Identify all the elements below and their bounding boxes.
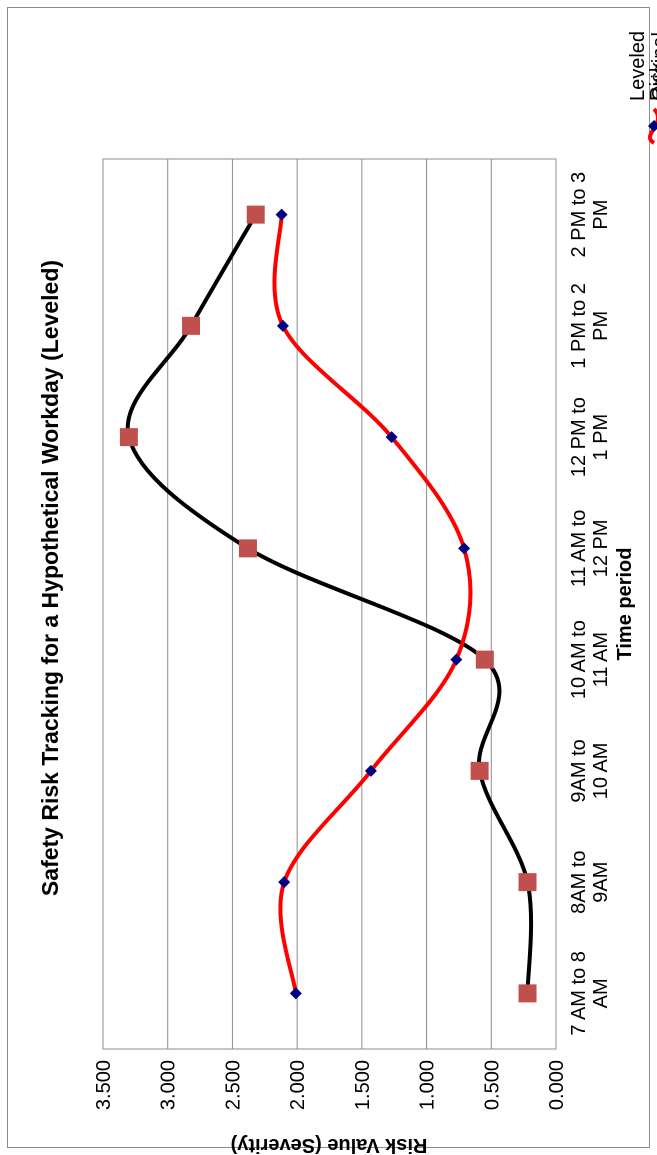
x-tick-label: 2 PM to 3PM xyxy=(568,172,612,258)
x-tick-label: 7 AM to 8AM xyxy=(568,951,612,1036)
data-point-diamond xyxy=(275,208,288,221)
gridlines xyxy=(167,159,492,1049)
legend-label: OriginalRisk xyxy=(649,32,657,101)
y-tick-label: 0.500 xyxy=(481,1060,503,1110)
legend-entry: OriginalRisk xyxy=(649,32,657,101)
legend-marker-diamond xyxy=(648,120,657,132)
data-point-square xyxy=(246,205,265,224)
series-1 xyxy=(119,205,537,1003)
data-point-diamond xyxy=(278,876,291,889)
x-tick-label: 11 AM to12 PM xyxy=(568,510,612,587)
data-point-square xyxy=(182,316,201,335)
data-point-diamond xyxy=(450,653,463,666)
series-layer xyxy=(119,205,537,1003)
y-tick-label: 0.000 xyxy=(546,1060,568,1110)
data-point-square xyxy=(238,539,257,558)
x-tick-label: 1 PM to 2PM xyxy=(568,283,612,369)
data-point-square xyxy=(518,984,537,1003)
data-point-diamond xyxy=(385,431,398,444)
series-0 xyxy=(272,208,473,1000)
series-line xyxy=(125,212,534,996)
chart-title: Safety Risk Tracking for a Hypothetical … xyxy=(37,260,63,896)
x-tick-label: 9AM to10 AM xyxy=(568,739,612,802)
series-line xyxy=(272,212,473,996)
y-tick-label: 3.000 xyxy=(158,1060,180,1110)
y-tick-label: 1.000 xyxy=(417,1060,439,1110)
y-axis-title: Risk Value (Severity) xyxy=(231,1134,428,1155)
x-axis-title: Time period xyxy=(614,548,636,661)
y-tick-label: 2.000 xyxy=(287,1060,309,1110)
x-tick-label: 12 PM to1 PM xyxy=(568,397,612,477)
data-point-diamond xyxy=(276,319,289,332)
data-point-diamond xyxy=(458,542,471,555)
y-tick-labels: 0.000 0.500 1.000 1.500 2.000 2.500 3.000 3.500 xyxy=(93,1060,568,1110)
data-point-diamond xyxy=(289,987,302,1000)
y-tick-label: 3.500 xyxy=(93,1060,115,1110)
data-point-square xyxy=(475,650,494,669)
data-point-square xyxy=(470,761,489,780)
data-point-square xyxy=(518,873,537,892)
data-point-diamond xyxy=(364,764,377,777)
y-tick-label: 2.500 xyxy=(222,1060,244,1110)
x-tick-label: 10 AM to11 AM xyxy=(568,620,612,699)
plot-area xyxy=(102,158,557,1050)
y-tick-label: 1.500 xyxy=(352,1060,374,1110)
legend: LeveledRiskOriginalRisk xyxy=(627,31,657,145)
x-tick-label: 8AM to9AM xyxy=(568,850,612,913)
x-tick-labels: 7 AM to 8AM 8AM to9AM 9AM to10 AM 10 AM to1… xyxy=(568,172,612,1036)
legend-label: LeveledRisk xyxy=(627,31,657,101)
data-point-square xyxy=(119,428,138,447)
